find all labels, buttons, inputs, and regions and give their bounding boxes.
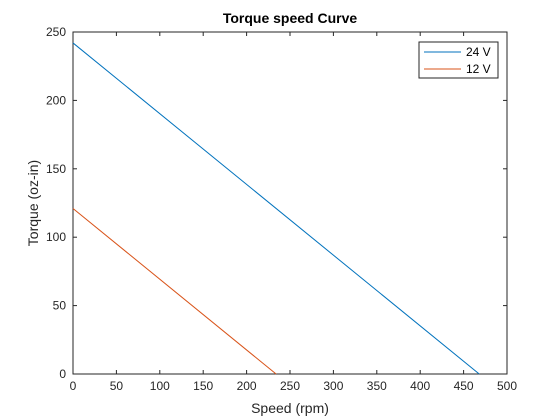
x-tick-label: 450 <box>454 379 474 393</box>
legend-box <box>418 41 499 79</box>
y-tick-label: 250 <box>46 25 66 39</box>
x-axis-label: Speed (rpm) <box>251 400 329 416</box>
x-tick-label: 100 <box>150 379 170 393</box>
series-line-24v <box>72 42 480 375</box>
y-tick-label: 200 <box>46 93 66 107</box>
legend-label-12v: 12 V <box>466 62 491 76</box>
series-layer <box>72 42 480 375</box>
x-tick-label: 400 <box>410 379 430 393</box>
x-tick-label: 200 <box>237 379 257 393</box>
x-tick-label: 150 <box>193 379 213 393</box>
x-tick-label: 250 <box>280 379 300 393</box>
series-line-12v <box>72 208 277 375</box>
y-axis-label: Torque (oz-in) <box>25 160 41 246</box>
y-tick-label: 0 <box>59 367 66 381</box>
y-tick-label: 100 <box>46 230 66 244</box>
plot-area <box>72 31 508 375</box>
tick-layer: 0 50 100 150 200 250 300 350 400 450 500 0 50 100 150 2… <box>46 25 517 393</box>
y-tick-label: 50 <box>53 299 67 313</box>
x-tick-label: 50 <box>110 379 124 393</box>
x-tick-label: 300 <box>323 379 343 393</box>
chart-title: Torque speed Curve <box>223 10 358 26</box>
x-tick-label: 350 <box>367 379 387 393</box>
legend-label-24v: 24 V <box>466 45 491 59</box>
legend: 24 V 12 V <box>418 41 499 79</box>
y-tick-label: 150 <box>46 162 66 176</box>
x-tick-label: 500 <box>497 379 517 393</box>
x-tick-label: 0 <box>70 379 77 393</box>
